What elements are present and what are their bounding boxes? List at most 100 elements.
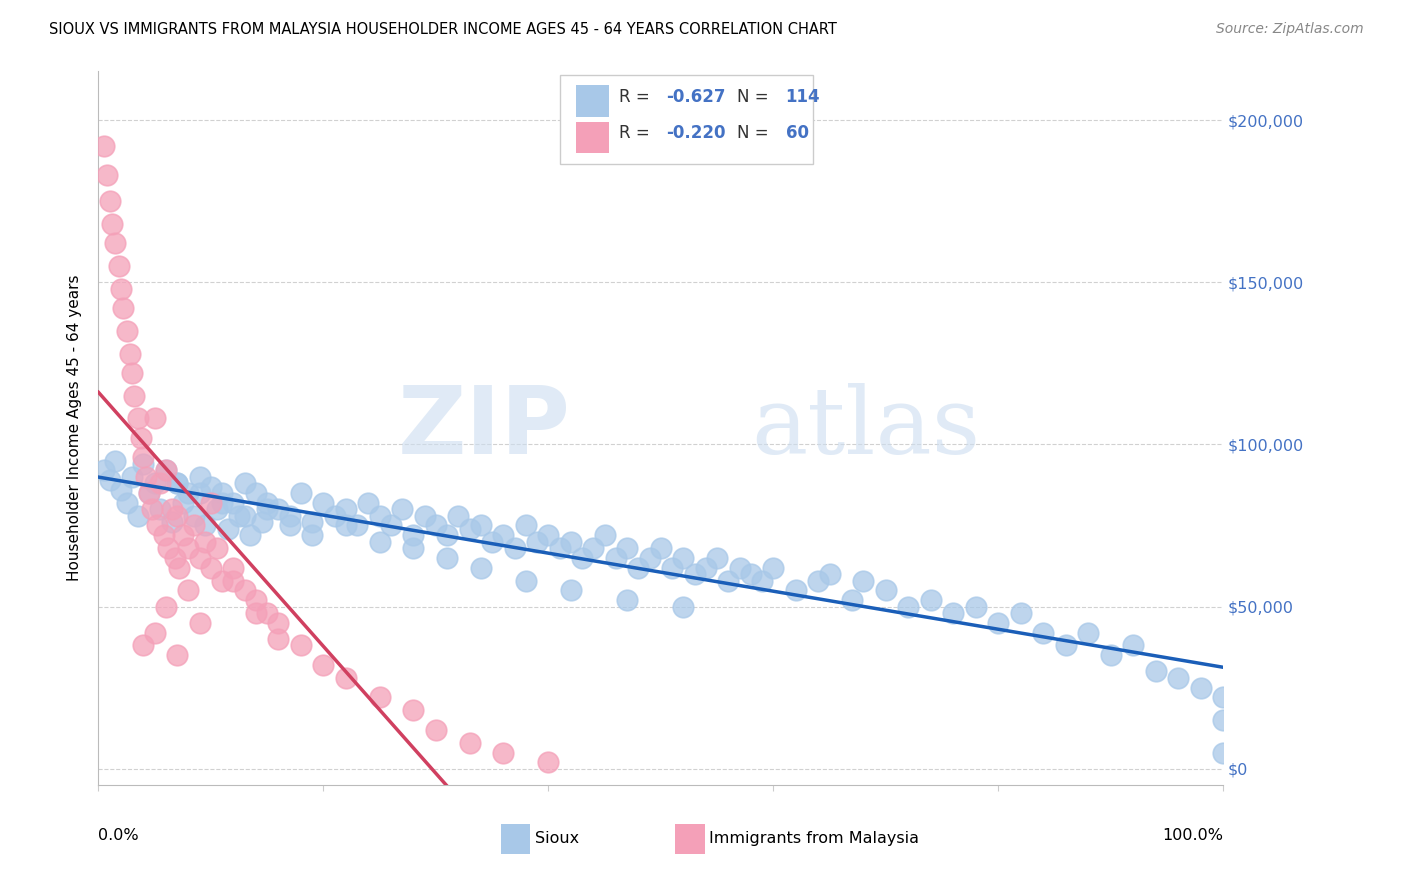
Point [436,550,458,565]
Text: 60: 60 [786,124,808,142]
Point [132,450,155,465]
Point [492,528,515,542]
Point [762,560,785,574]
Point [115,496,138,510]
Point [627,560,650,574]
Point [1144,665,1167,679]
Point [155,599,177,614]
Point [841,593,863,607]
Point [160,515,183,529]
Y-axis label: Householder Income Ages 45 - 64 years: Householder Income Ages 45 - 64 years [67,275,83,582]
Point [245,593,267,607]
Point [1054,639,1077,653]
Point [560,583,582,598]
Point [124,389,146,403]
Point [470,560,492,574]
Point [560,534,582,549]
Point [101,217,124,231]
Point [526,534,548,549]
Point [98,194,121,208]
Point [402,541,425,556]
Point [413,508,436,523]
Point [1122,639,1144,653]
Point [166,476,188,491]
Point [548,541,571,556]
Point [200,560,222,574]
Point [127,508,149,523]
Text: -0.627: -0.627 [666,87,725,106]
Point [233,508,256,523]
Text: 114: 114 [786,87,820,106]
Point [166,476,188,491]
Point [222,560,245,574]
Point [571,550,593,565]
Point [301,528,323,542]
Point [706,550,728,565]
Point [312,496,335,510]
Point [129,431,152,445]
Point [301,515,323,529]
Point [357,496,380,510]
Point [256,502,278,516]
Point [267,615,290,630]
Point [169,560,191,574]
Point [380,518,402,533]
Text: atlas: atlas [751,384,980,473]
Text: 100.0%: 100.0% [1163,828,1223,843]
Point [155,463,177,477]
Text: R =: R = [619,124,655,142]
Point [141,502,163,516]
Text: Source: ZipAtlas.com: Source: ZipAtlas.com [1216,22,1364,37]
Point [1032,625,1054,640]
Point [166,648,188,663]
Point [188,550,211,565]
Point [537,756,560,770]
Text: Immigrants from Malaysia: Immigrants from Malaysia [709,831,920,846]
Point [172,496,194,510]
Point [683,567,706,582]
Point [582,541,605,556]
Point [143,476,166,491]
Point [425,723,447,737]
Point [121,470,143,484]
Point [188,615,211,630]
Point [177,486,200,500]
Point [222,574,245,588]
Point [492,746,515,760]
Text: SIOUX VS IMMIGRANTS FROM MALAYSIA HOUSEHOLDER INCOME AGES 45 - 64 YEARS CORRELAT: SIOUX VS IMMIGRANTS FROM MALAYSIA HOUSEH… [49,22,837,37]
Text: 0.0%: 0.0% [98,828,139,843]
Point [211,486,233,500]
Point [1010,606,1032,620]
Point [177,541,200,556]
Point [183,518,205,533]
Point [228,508,250,523]
Point [335,502,357,516]
FancyBboxPatch shape [560,75,813,164]
Point [200,479,222,493]
Point [638,550,661,565]
Point [1212,713,1234,727]
Point [205,541,228,556]
Point [110,483,132,497]
Point [149,476,172,491]
Point [112,301,135,315]
Point [672,599,695,614]
Point [132,639,155,653]
Point [96,168,118,182]
Text: N =: N = [737,124,775,142]
Point [104,453,127,467]
Point [751,574,773,588]
Point [188,470,211,484]
Point [155,463,177,477]
Point [194,518,217,533]
Point [818,567,841,582]
Point [515,574,537,588]
Point [436,528,458,542]
Point [138,486,160,500]
Point [250,515,273,529]
Point [368,508,391,523]
Point [132,457,155,471]
Point [458,736,481,750]
Point [323,508,346,523]
Point [163,550,186,565]
